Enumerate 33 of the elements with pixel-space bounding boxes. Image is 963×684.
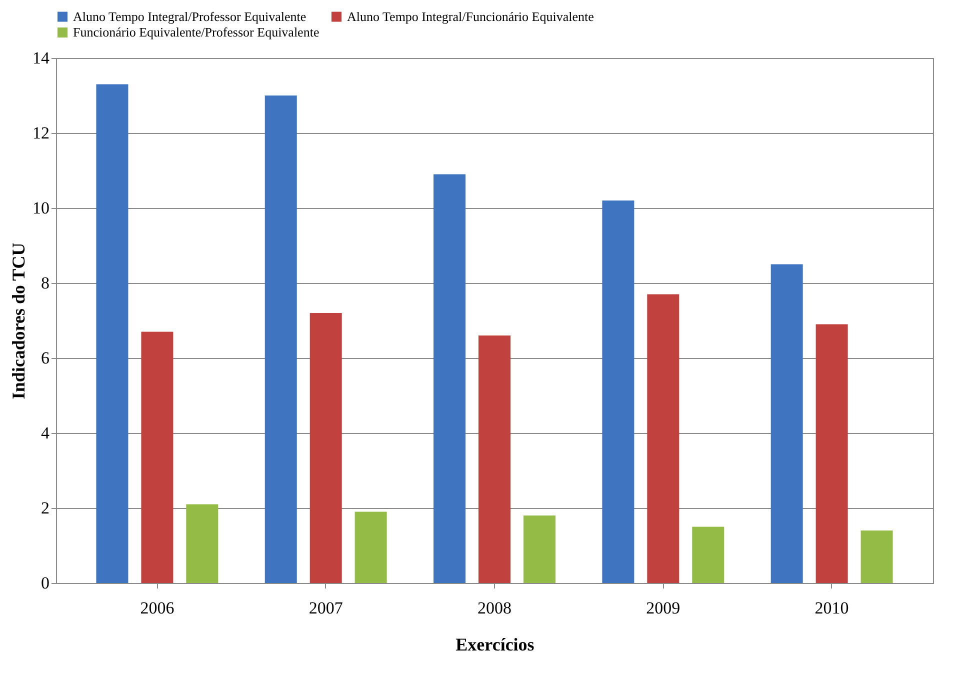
y-tick-label: 6: [41, 348, 50, 368]
y-tick-label: 12: [32, 124, 50, 142]
bar: [141, 332, 174, 583]
bar: [434, 174, 466, 583]
x-axis-title: Exercícios: [456, 634, 534, 654]
bar: [478, 336, 510, 583]
bar: [770, 264, 803, 583]
legend-label: Funcionário Equivalente/Professor Equivalente: [73, 24, 320, 40]
y-axis-title: Indicadores do TCU: [8, 242, 28, 400]
x-tick-label: 2010: [814, 598, 849, 618]
bar: [354, 512, 387, 583]
x-tick-label: 2007: [308, 598, 344, 618]
bar: [96, 84, 128, 583]
y-tick-label: 14: [32, 48, 50, 68]
y-tick-label: 4: [41, 424, 50, 442]
y-tick-label: 10: [32, 198, 50, 218]
legend-label: Aluno Tempo Integral/Funcionário Equivalente: [347, 8, 594, 24]
bar: [264, 96, 297, 583]
y-tick-label: 0: [41, 574, 50, 592]
x-tick-label: 2006: [140, 598, 174, 618]
y-tick-label: 2: [41, 498, 50, 518]
x-tick-label: 2009: [646, 598, 680, 618]
y-tick-label: 8: [41, 274, 50, 292]
bar: [523, 516, 556, 583]
legend-label: Aluno Tempo Integral/Professor Equivalente: [73, 8, 306, 24]
x-tick-label: 2008: [478, 598, 512, 618]
bar: [816, 324, 848, 583]
bar: [692, 526, 724, 583]
bar: [602, 200, 634, 583]
bar: [186, 504, 218, 583]
bar: [860, 530, 893, 583]
bar: [647, 294, 680, 583]
bar: [310, 313, 342, 583]
